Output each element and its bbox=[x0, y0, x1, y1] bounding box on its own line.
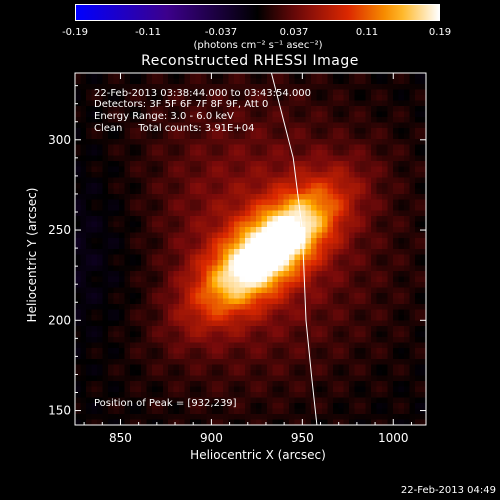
time-range-text: 22-Feb-2013 03:38:44.000 to 03:43:54.000 bbox=[94, 88, 312, 99]
x-tick-label: 950 bbox=[291, 431, 314, 445]
detectors-text: Detectors: 3F 5F 6F 7F 8F 9F, Att 0 bbox=[94, 99, 269, 110]
peak-position-text: Position of Peak = [932,239] bbox=[94, 398, 237, 409]
y-axis-label: Heliocentric Y (arcsec) bbox=[25, 187, 39, 323]
colorbar-tick-label: -0.037 bbox=[204, 27, 238, 38]
x-tick-label: 850 bbox=[109, 431, 132, 445]
colorbar-tick-label: -0.19 bbox=[62, 27, 88, 38]
axes-frame bbox=[74, 72, 427, 426]
colorbar-units: (photons cm⁻² s⁻¹ asec⁻²) bbox=[193, 40, 323, 51]
x-tick-label: 900 bbox=[200, 431, 223, 445]
chart-title: Reconstructed RHESSI Image bbox=[141, 53, 359, 69]
colorbar bbox=[75, 4, 440, 21]
colorbar-tick-label: 0.037 bbox=[279, 27, 309, 38]
clean-counts-text: Clean Total counts: 3.91E+04 bbox=[94, 123, 255, 134]
energy-range-text: Energy Range: 3.0 - 6.0 keV bbox=[94, 111, 234, 122]
colorbar-tick-label: -0.11 bbox=[135, 27, 161, 38]
footer-timestamp: 22-Feb-2013 04:49 bbox=[400, 485, 496, 496]
y-tick-label: 150 bbox=[48, 404, 71, 418]
y-tick-label: 300 bbox=[48, 133, 71, 147]
colorbar-tick-label: 0.11 bbox=[355, 27, 379, 38]
colorbar-tick-label: 0.19 bbox=[428, 27, 452, 38]
x-axis-label: Heliocentric X (arcsec) bbox=[190, 448, 326, 462]
solar-limb-line bbox=[270, 73, 318, 425]
y-tick-label: 200 bbox=[48, 313, 71, 327]
y-tick-label: 250 bbox=[48, 223, 71, 237]
x-tick-label: 1000 bbox=[378, 431, 409, 445]
heatmap-image bbox=[75, 73, 426, 425]
